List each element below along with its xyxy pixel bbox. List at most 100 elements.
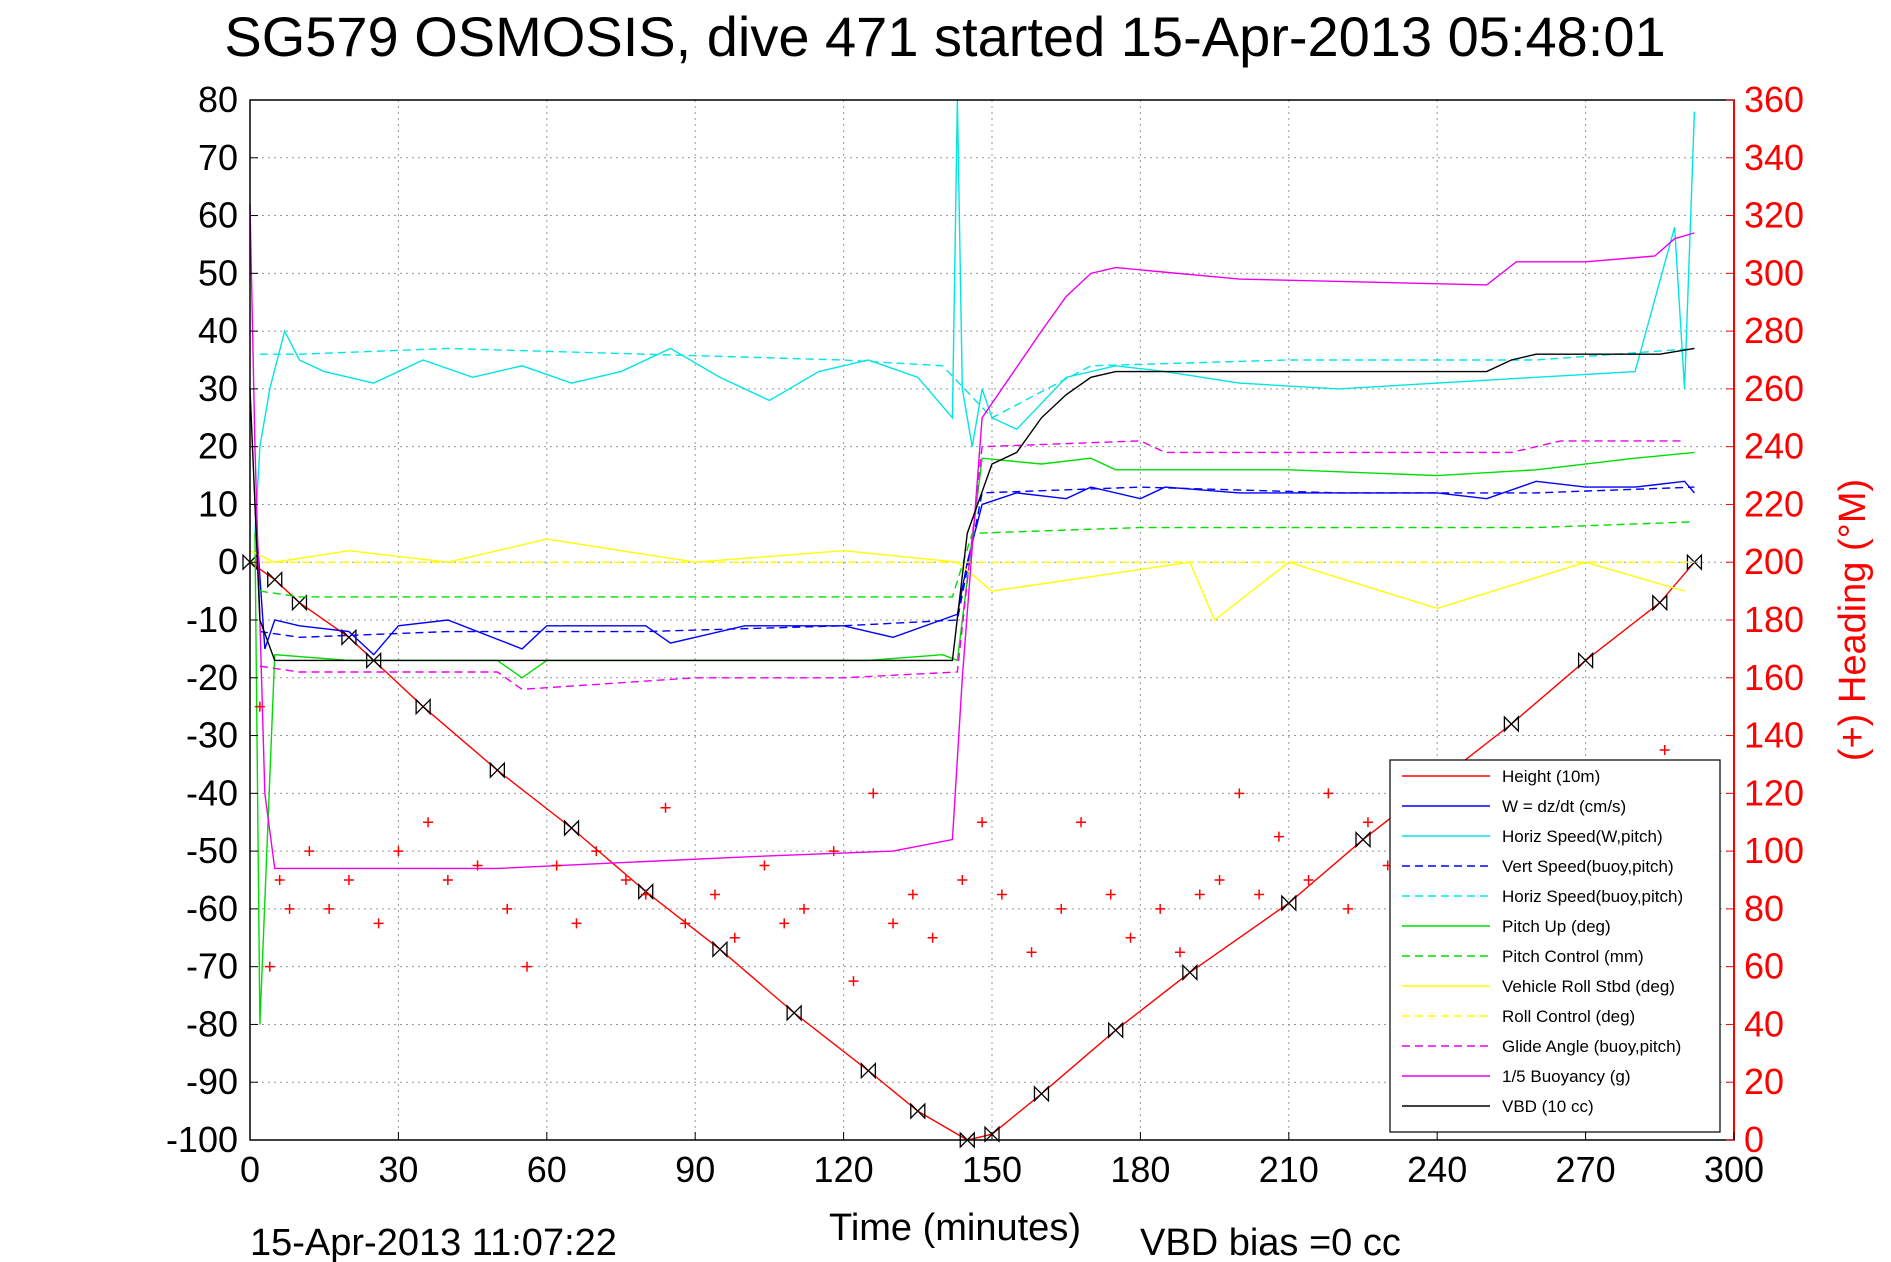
heading-point (472, 860, 483, 871)
heading-point (254, 701, 265, 712)
heading-point (888, 918, 899, 929)
heading-point (996, 889, 1007, 900)
x-tick-label: 300 (1704, 1149, 1764, 1190)
right-y-tick-label: 20 (1744, 1061, 1784, 1102)
heading-point (640, 889, 651, 900)
heading-point (1214, 875, 1225, 885)
legend-entry: Height (10m) (1502, 767, 1600, 786)
height-marker (786, 1004, 802, 1022)
height-marker (291, 594, 308, 612)
legend-entry: Glide Angle (buoy,pitch) (1502, 1037, 1681, 1056)
heading-point (274, 875, 285, 885)
heading-point (1155, 903, 1166, 914)
heading-point (828, 846, 839, 857)
heading-point (1174, 947, 1185, 958)
y-tick-label: 10 (198, 483, 238, 524)
heading-point (571, 918, 582, 929)
x-axis-label: Time (minutes) (829, 1207, 1081, 1249)
heading-point (522, 961, 533, 972)
right-y-tick-label: 220 (1744, 483, 1804, 524)
legend-entry: Horiz Speed(buoy,pitch) (1502, 887, 1683, 906)
heading-point (1234, 788, 1245, 799)
y-tick-label: 20 (198, 426, 238, 467)
heading-point (848, 976, 859, 987)
height-marker (489, 761, 505, 779)
x-axis-ticks: 0 30 60 90 120 150 180 210 240 270 300 (240, 1132, 1764, 1190)
heading-point (1323, 788, 1334, 799)
height-marker (1355, 830, 1371, 849)
heading-point (1076, 817, 1087, 828)
heading-point (1026, 947, 1037, 958)
series-1-5-buoyancy-g (249, 203, 1695, 870)
x-tick-label: 210 (1259, 1149, 1319, 1190)
legend-entry: Horiz Speed(W,pitch) (1502, 827, 1663, 846)
heading-point (551, 860, 562, 871)
heading-point (304, 846, 315, 857)
right-y-tick-label: 340 (1744, 137, 1804, 178)
y-tick-label: 80 (198, 79, 238, 120)
heading-point (907, 889, 918, 900)
right-y-tick-label: 120 (1744, 772, 1804, 813)
height-marker (415, 698, 431, 716)
heading-point (759, 860, 770, 871)
heading-point (779, 918, 790, 929)
heading-point (709, 889, 720, 900)
right-y-tick-label: 320 (1744, 195, 1804, 236)
height-marker (1503, 715, 1520, 733)
height-marker (860, 1062, 876, 1080)
right-y-tick-label: 40 (1744, 1003, 1784, 1044)
right-y-tick-label: 60 (1744, 946, 1784, 987)
y-tick-label: -40 (186, 772, 238, 813)
x-tick-label: 60 (527, 1149, 567, 1190)
legend: Height (10m) W = dz/dt (cm/s) Horiz Speed(… (1389, 759, 1721, 1133)
series-horiz-speed-w-pitch (254, 99, 1696, 534)
legend-entry: 1/5 Buoyancy (g) (1502, 1067, 1631, 1086)
x-tick-label: 240 (1407, 1149, 1467, 1190)
heading-point (729, 932, 740, 943)
x-tick-label: 30 (378, 1149, 418, 1190)
heading-point (591, 846, 602, 857)
height-marker (1108, 1021, 1124, 1039)
height-marker (910, 1102, 926, 1120)
right-y-tick-label: 80 (1744, 888, 1784, 929)
series-vert-speed-buoy-pitch (259, 486, 1695, 639)
heading-point (1056, 903, 1067, 914)
y-tick-label: 30 (198, 368, 238, 409)
heading-point (1303, 875, 1314, 885)
y-axis-ticks: -100-90-80-70-60-50-40-30-20-10010203040… (166, 79, 258, 1160)
heading-point (620, 875, 631, 885)
legend-entry: Roll Control (deg) (1502, 1007, 1635, 1026)
heading-point (660, 802, 671, 813)
x-tick-label: 90 (675, 1149, 715, 1190)
chart-title: SG579 OSMOSIS, dive 471 started 15-Apr-2… (224, 5, 1665, 68)
y-tick-label: -80 (186, 1003, 238, 1044)
heading-point (680, 918, 691, 929)
height-marker (712, 940, 728, 958)
y-tick-label: 50 (198, 252, 238, 293)
heading-point (502, 903, 513, 914)
height-marker (267, 570, 283, 589)
series-vbd-10-cc (249, 347, 1695, 662)
heading-point (957, 875, 968, 885)
x-tick-label: 120 (814, 1149, 874, 1190)
heading-point (264, 961, 275, 972)
y-tick-label: -100 (166, 1119, 238, 1160)
height-marker (1652, 594, 1668, 612)
right-y-axis-ticks: 0 20 40 60 80 100 120 140 160 180 200 220 240 260 280 3… (1726, 79, 1804, 1160)
series-glide-angle-buoy-pitch (259, 440, 1685, 691)
y-tick-label: 0 (218, 541, 238, 582)
y-tick-label: -70 (186, 946, 238, 987)
height-marker (1577, 651, 1594, 670)
y-tick-label: -10 (186, 599, 238, 640)
heading-point (1125, 932, 1136, 943)
legend-box (1389, 759, 1721, 1133)
heading-point (423, 817, 434, 828)
right-y-tick-label: 300 (1744, 252, 1804, 293)
x-tick-label: 0 (240, 1149, 260, 1190)
y-tick-label: -90 (186, 1061, 238, 1102)
heading-point (324, 903, 335, 914)
right-y-axis-label: (+) Heading (°M) (1832, 479, 1874, 761)
x-tick-label: 270 (1556, 1149, 1616, 1190)
right-y-tick-label: 160 (1744, 657, 1804, 698)
